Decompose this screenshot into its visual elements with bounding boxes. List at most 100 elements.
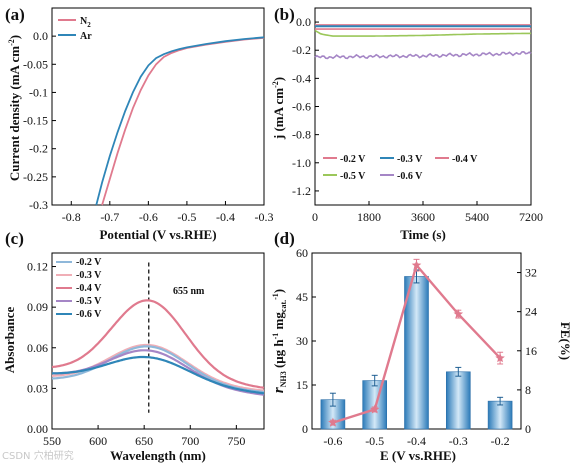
- d-y2tick-label: 16: [525, 344, 537, 358]
- legend-n2-label: N2: [80, 16, 91, 29]
- a-ytick-label: -0.2: [29, 142, 48, 156]
- d-ytick-label: 45: [296, 290, 308, 304]
- b-ytick-label: -0.4: [292, 71, 311, 85]
- d-bar: [445, 371, 471, 430]
- a-series-ar: [95, 36, 265, 206]
- panel-d-y-title: rNH3 (μg h-1 mgcat.-1): [271, 289, 288, 393]
- b-ytick-label: -1.0: [292, 156, 311, 170]
- c-legend-label: -0.5 V: [76, 296, 102, 307]
- panel-c-plot: 550 600 650 700 750 0.00 0.03 0.06 0.09 0.12 -0.2 …: [27, 257, 265, 448]
- a-xtick-label: -0.5: [177, 210, 196, 224]
- panel-d-label: (d): [274, 229, 295, 248]
- c-ytick-label: 0.06: [27, 341, 48, 355]
- d-fe-point: [328, 417, 338, 427]
- panel-d-plot: -0.6 -0.5 -0.4 -0.3 -0.2 0 15 30 45 60 0 8 16 24 32: [296, 246, 537, 448]
- panel-a-plot: -0.8 -0.7 -0.6 -0.5 -0.4 -0.3 -0.3 -0.25 -0.2 -0.…: [23, 29, 274, 224]
- d-bar: [404, 276, 429, 430]
- c-series-06: [52, 355, 265, 395]
- b-legend-label: -0.2 V: [340, 154, 366, 165]
- d-ytick-label: 60: [296, 246, 308, 260]
- d-ytick-label: 15: [296, 378, 308, 392]
- d-fe-point: [453, 309, 464, 319]
- b-legend-label: -0.4 V: [452, 154, 478, 165]
- b-xtick-label: 3600: [411, 210, 435, 224]
- c-xtick-label: 700: [181, 434, 199, 448]
- c-xtick-label: 650: [135, 434, 153, 448]
- a-xtick-label: -0.6: [139, 210, 158, 224]
- panel-d-y2-title: FE(%): [558, 322, 571, 360]
- c-series-04: [51, 299, 265, 389]
- a-xtick-label: -0.3: [255, 210, 274, 224]
- d-y2tick-label: 24: [525, 305, 537, 319]
- b-ytick-label: -1.2: [292, 184, 311, 198]
- panel-a-frame: [51, 7, 265, 206]
- d-xtick-label: -0.5: [365, 434, 384, 448]
- b-ytick-label: -0.8: [292, 128, 311, 142]
- d-y2tick-label: 32: [525, 266, 537, 280]
- legend-ar-label: Ar: [80, 31, 92, 42]
- a-xtick-label: -0.8: [62, 210, 81, 224]
- c-series-02: [51, 345, 265, 394]
- panel-a-legend: N2 Ar: [58, 16, 92, 42]
- c-ytick-label: 0.00: [27, 422, 48, 436]
- watermark: CSDN 穴柏研究: [2, 451, 74, 462]
- b-xtick-label: 1800: [357, 210, 381, 224]
- panel-b-plot: 0 1800 3600 5400 7200 -1.2 -1.0 -0.8 -0.6 -0.4 -0.…: [292, 15, 543, 224]
- a-ytick-label: -0.3: [29, 198, 48, 212]
- c-xtick-label: 600: [89, 434, 107, 448]
- c-xtick-label: 550: [43, 434, 61, 448]
- panel-c-label: (c): [5, 229, 24, 248]
- panel-a-x-title: Potential (V vs.RHE): [99, 227, 216, 242]
- b-legend-label: -0.5 V: [340, 171, 366, 182]
- panel-a-label: (a): [5, 5, 25, 24]
- c-legend-label: -0.2 V: [76, 257, 102, 268]
- c-ytick-label: 0.09: [27, 300, 48, 314]
- c-ytick-label: 0.12: [27, 260, 48, 274]
- d-xtick-label: -0.6: [323, 434, 342, 448]
- a-ytick-label: 0.0: [33, 29, 48, 43]
- panel-b-x-title: Time (s): [400, 227, 446, 242]
- b-legend-label: -0.3 V: [397, 154, 423, 165]
- c-ytick-label: 0.03: [27, 381, 48, 395]
- a-xtick-label: -0.7: [100, 210, 119, 224]
- a-ytick-label: -0.15: [23, 114, 48, 128]
- b-xtick-label: 0: [312, 210, 318, 224]
- c-legend-label: -0.6 V: [76, 309, 102, 320]
- d-xtick-label: -0.4: [407, 434, 426, 448]
- panel-a-y-title: Current density (mA cm-2): [7, 35, 22, 181]
- b-ytick-label: -0.6: [292, 100, 311, 114]
- b-xtick-label: 5400: [465, 210, 489, 224]
- panel-c-y-title: Absorbance: [2, 307, 17, 374]
- d-fe-point: [411, 260, 422, 270]
- panel-c-annotation: 655 nm: [173, 286, 205, 297]
- b-legend-label: -0.6 V: [397, 171, 423, 182]
- d-bar: [487, 400, 513, 430]
- d-ytick-label: 30: [296, 334, 308, 348]
- a-series-n2: [101, 36, 265, 206]
- b-ytick-label: 0.0: [296, 15, 311, 29]
- panel-c-x-title: Wavelength (nm): [110, 448, 206, 463]
- a-xtick-label: -0.4: [216, 210, 235, 224]
- d-fe-point: [495, 353, 505, 363]
- c-legend-label: -0.3 V: [76, 270, 102, 281]
- d-xtick-label: -0.3: [449, 434, 468, 448]
- panel-c-frame: [51, 252, 265, 430]
- panel-b-y-title: j (mA cm-2): [271, 77, 286, 140]
- b-xtick-label: 7200: [519, 210, 543, 224]
- d-y2tick-label: 8: [525, 383, 531, 397]
- panel-d-x-title: E (V vs.RHE): [380, 448, 456, 463]
- b-series-06: [314, 50, 532, 60]
- a-ytick-label: -0.1: [29, 85, 48, 99]
- d-y2tick-label: 0: [525, 422, 531, 436]
- d-ytick-label: 0: [302, 422, 308, 436]
- d-xtick-label: -0.2: [491, 434, 510, 448]
- d-fe-point: [369, 404, 380, 414]
- a-ytick-label: -0.25: [23, 170, 48, 184]
- panel-b-label: (b): [274, 5, 295, 24]
- c-xtick-label: 750: [227, 434, 245, 448]
- c-legend-label: -0.4 V: [76, 283, 102, 294]
- b-ytick-label: -0.2: [292, 43, 311, 57]
- a-ytick-label: -0.05: [23, 57, 48, 71]
- b-series-05: [314, 29, 532, 37]
